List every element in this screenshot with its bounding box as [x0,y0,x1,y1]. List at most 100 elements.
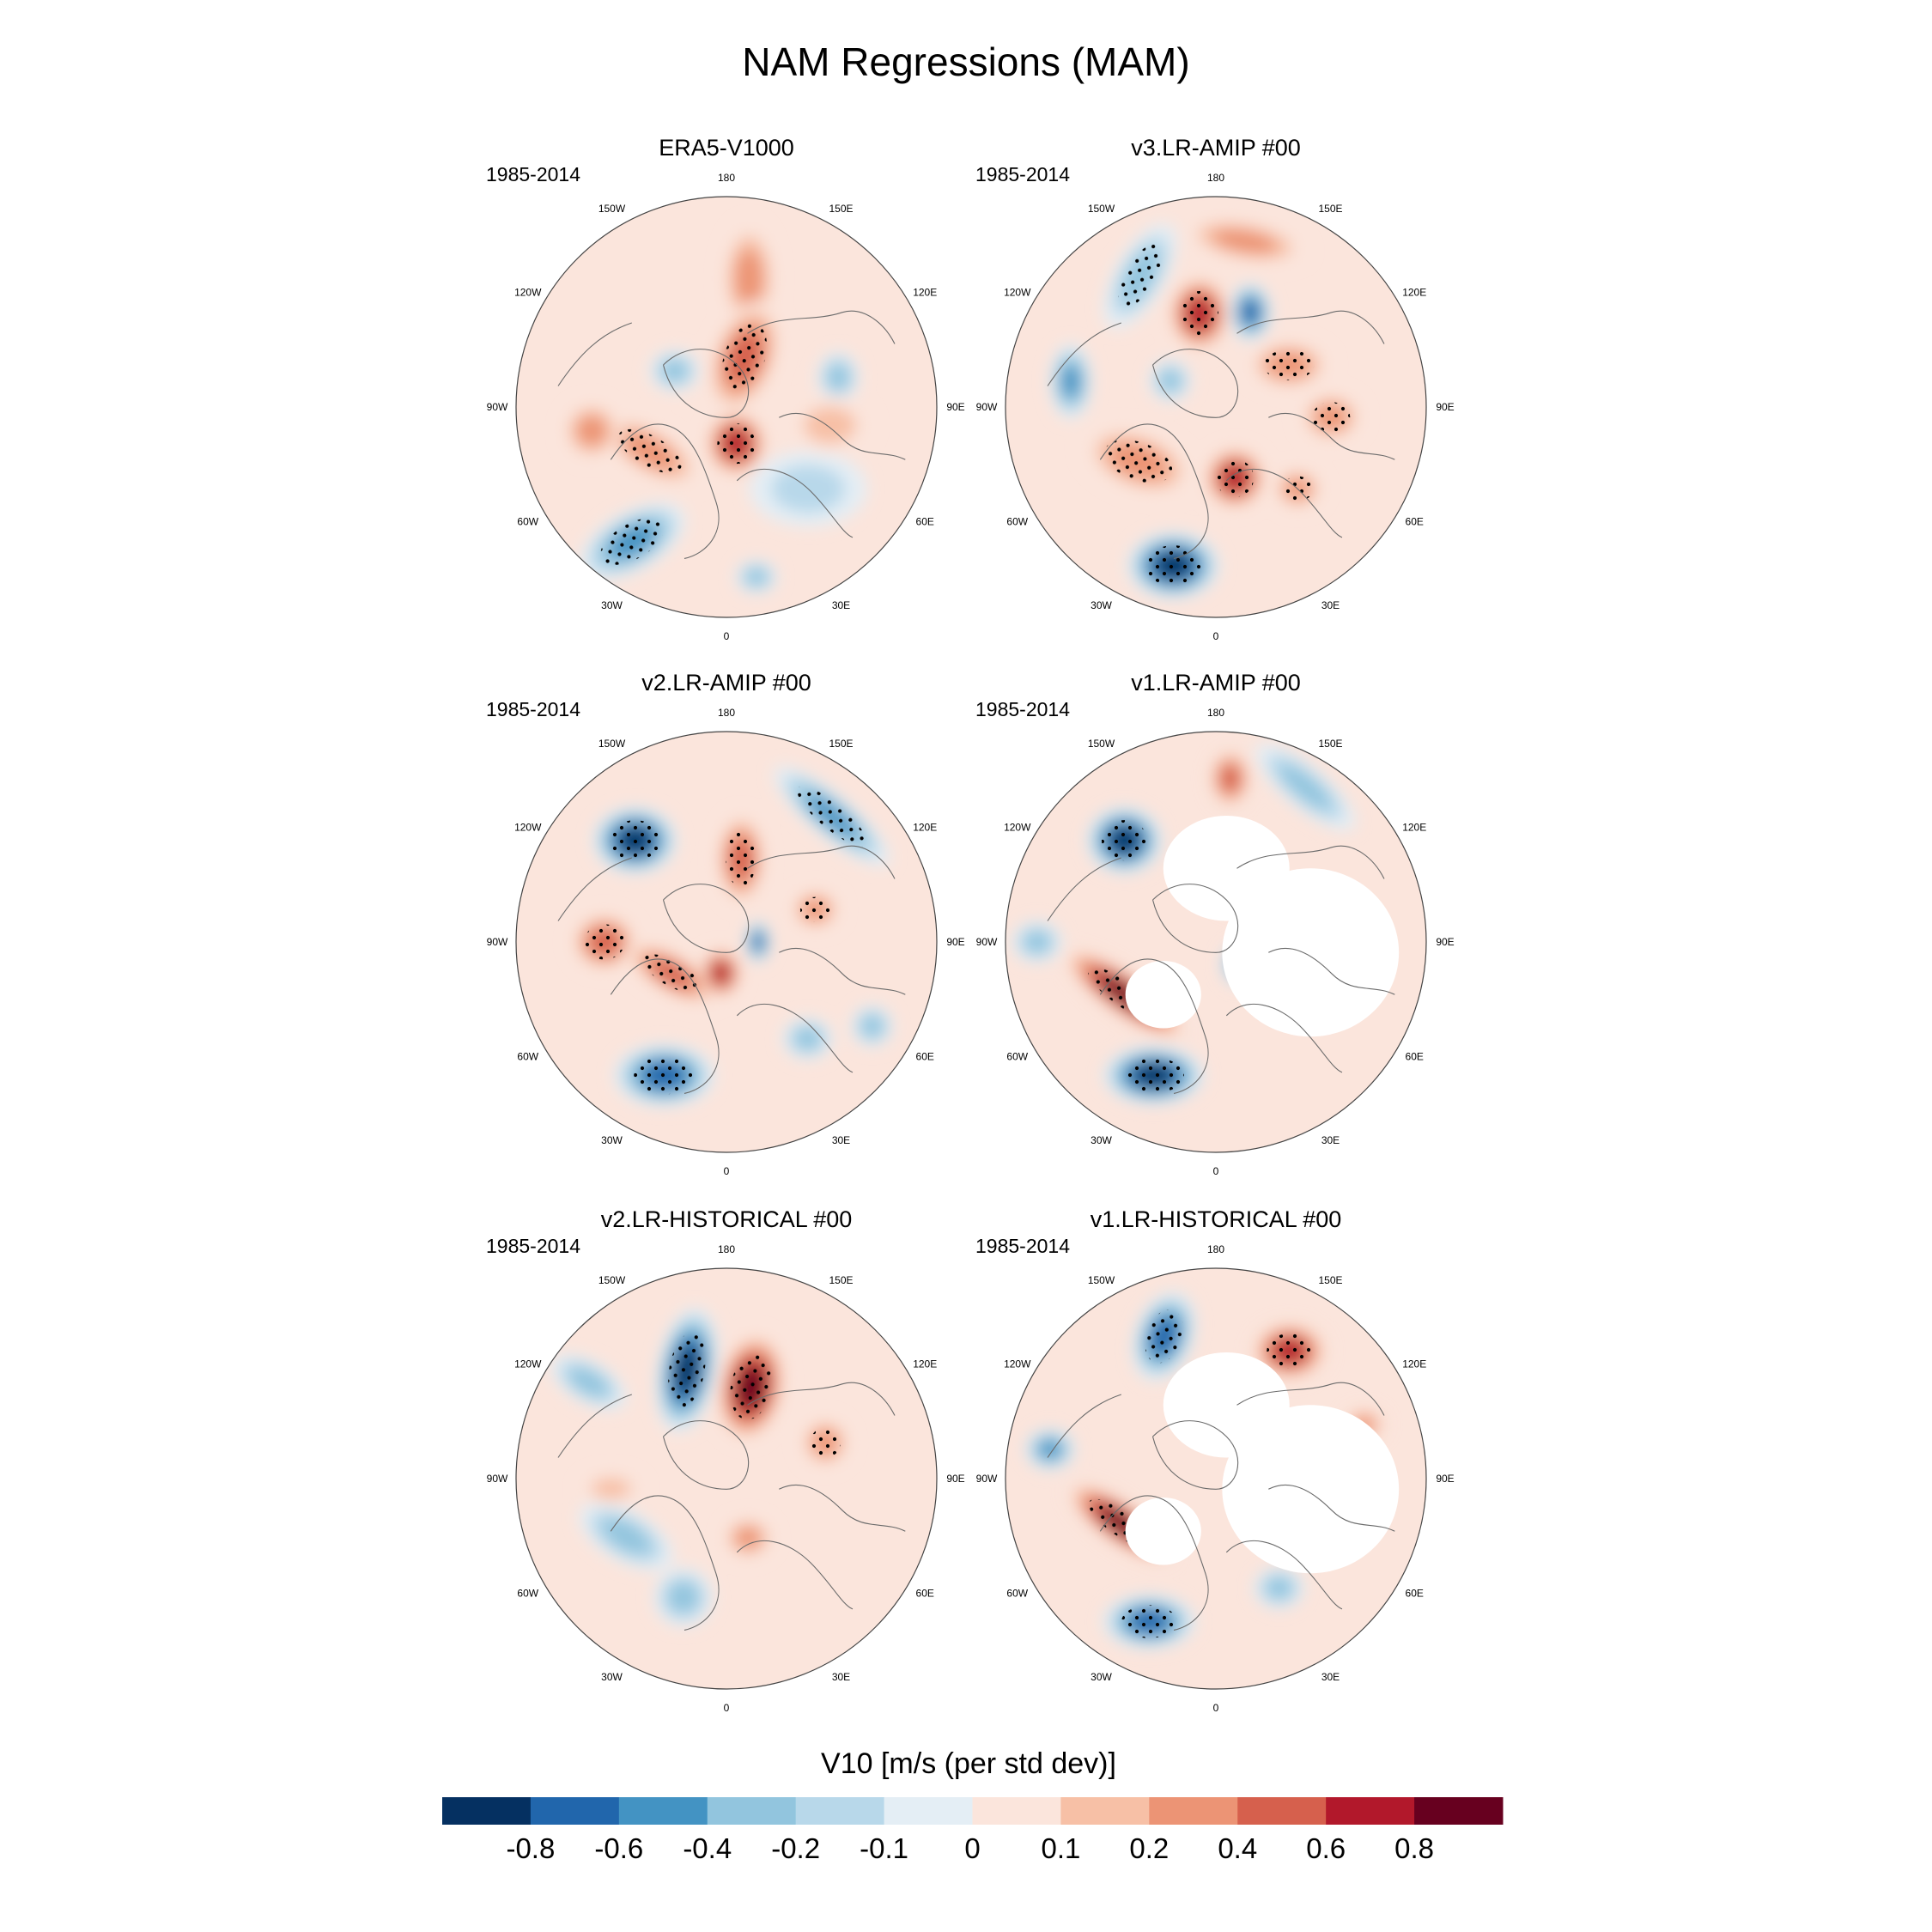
coastline [779,412,906,460]
longitude-label: 30W [601,1134,623,1146]
colorbar-title: V10 [m/s (per std dev)] [821,1747,1116,1780]
panel-period: 1985-2014 [486,698,580,720]
panel-title: v2.LR-AMIP #00 [641,670,811,696]
map-panels: ERA5-V1000 1985-2014 180 150E 120E 90E 60E 30E 0… [486,135,1455,1714]
coastlines [1047,845,1395,1094]
longitude-label: 90W [976,936,998,948]
coastline [747,1382,896,1416]
masked-region [1125,1498,1201,1565]
regression-field [516,197,937,617]
coastline [1236,310,1385,344]
significance-stipple [610,820,660,861]
longitude-label: 90W [487,401,508,413]
coastline [747,845,896,879]
longitude-label: 0 [724,630,730,642]
longitude-label: 90W [487,1473,508,1485]
field-anomaly [752,933,763,951]
field-anomaly [1220,765,1240,792]
map-border [1005,1267,1427,1690]
longitude-label: 60E [1406,516,1424,528]
coastline [1225,1003,1343,1073]
longitude-label: 120W [1004,1358,1031,1370]
significance-stipple [730,1354,772,1420]
colorbar-box [618,1797,708,1825]
longitude-label: 30E [1321,599,1340,611]
longitude-label: 150E [1318,1274,1342,1286]
field-background [516,1268,937,1689]
field-anomaly [1213,229,1277,253]
panel-title: v2.LR-HISTORICAL #00 [601,1206,853,1232]
significance-stipple [1312,402,1351,433]
coastline [557,322,632,386]
coastline [1225,468,1343,538]
masked-region [1163,816,1290,921]
longitude-label: 30E [832,1134,850,1146]
longitude-labels: 180 150E 120E 90E 60E 30E 0 30W 60W 90W 120W 150W [487,707,965,1177]
longitude-label: 180 [1207,172,1224,184]
longitude-label: 0 [1213,1165,1219,1177]
coastline [1099,1495,1209,1631]
field-anomaly [577,416,607,446]
significance-stipple [1180,290,1218,337]
significance-stipple [1145,1309,1183,1364]
longitude-label: 0 [724,1165,730,1177]
coastline [747,310,896,344]
masked-region [1125,961,1201,1029]
field-anomaly [1039,1440,1061,1459]
colorbar-box [442,1797,532,1825]
colorbar-tick-label: 0.1 [1041,1832,1080,1864]
figure-title: NAM Regressions (MAM) [742,39,1189,84]
panel-period: 1985-2014 [975,163,1070,185]
coastline [779,1484,906,1532]
longitude-label: 180 [718,1243,735,1255]
longitude-label: 120E [1402,1358,1426,1370]
colorbar-box [884,1797,973,1825]
significance-stipple [1123,1057,1184,1094]
longitude-label: 150W [598,738,626,750]
longitude-label: 0 [724,1702,730,1714]
map-panel: v2.LR-AMIP #00 1985-2014 180 150E 120E 90E 60E… [486,670,965,1177]
colorbar-tick-label: -0.6 [594,1832,643,1864]
longitude-label: 150W [1088,738,1115,750]
longitude-label: 60E [916,1051,934,1063]
coastlines [557,845,906,1094]
longitude-label: 90E [1436,401,1454,413]
coastlines [557,310,906,559]
significance-stipple [643,954,701,993]
longitude-label: 90E [946,401,964,413]
longitude-label: 30W [1091,1671,1112,1683]
coastline [779,947,906,995]
colorbar-boxes [442,1797,1504,1825]
map-panel: v3.LR-AMIP #00 1985-2014 180 150E 120E 90E 60E… [975,135,1455,642]
masked-region [1222,1405,1400,1574]
coastline [610,958,720,1094]
longitude-label: 150W [1088,203,1115,215]
land-mask [1125,816,1400,1037]
colorbar-tick-label: -0.4 [683,1832,732,1864]
longitude-label: 120W [514,822,542,834]
significance-stipple [584,924,625,960]
coastline [1151,884,1239,953]
map-border [1005,731,1427,1153]
field-anomaly [1061,364,1080,398]
coastline [557,1394,632,1458]
field-anomaly [1024,931,1050,953]
field-anomaly [804,406,857,444]
significance-stipple [1145,545,1201,586]
longitude-label: 90E [946,1473,964,1485]
significance-stipple [634,1056,695,1095]
field-anomaly [735,1527,761,1549]
field-anomaly [1242,300,1260,325]
field-anomaly [668,1582,698,1613]
longitude-labels: 180 150E 120E 90E 60E 30E 0 30W 60W 90W 120W 150W [487,172,965,642]
land-mask [1125,1352,1400,1574]
colorbar-box [1414,1797,1504,1825]
colorbar-tick-label: -0.2 [771,1832,820,1864]
colorbar-tick-label: 0 [964,1832,980,1864]
colorbar-tick-label: 0.4 [1218,1832,1257,1864]
longitude-label: 90E [1436,1473,1454,1485]
longitude-labels: 180 150E 120E 90E 60E 30E 0 30W 60W 90W 120W 150W [976,172,1455,642]
coastline [736,468,854,538]
colorbar-tick-label: -0.8 [506,1832,555,1864]
panel-period: 1985-2014 [975,698,1070,720]
